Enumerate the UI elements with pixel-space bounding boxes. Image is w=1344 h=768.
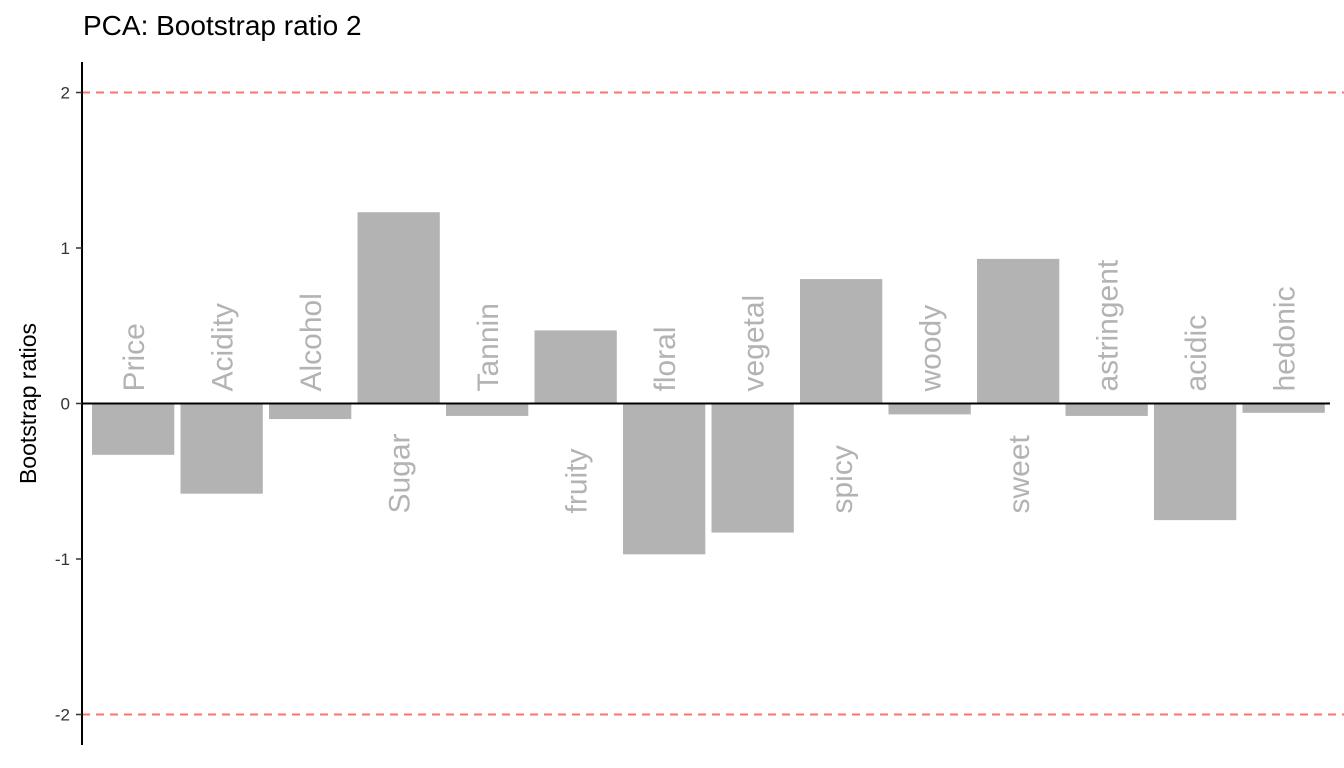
bar-floral (623, 403, 706, 555)
y-tick-label: 2 (61, 84, 70, 103)
bar-labels: Price Acidity Alcohol Sugar Tannin fruity flor… (118, 259, 1302, 513)
y-axis-ticks: -2 -1 0 1 2 (55, 84, 82, 725)
y-tick-label: 1 (61, 239, 70, 258)
y-tick-label: -1 (55, 550, 70, 569)
bar-vegetal (711, 403, 794, 533)
y-tick-label: -2 (55, 706, 70, 725)
bar-sugar (357, 212, 440, 404)
chart-title: PCA: Bootstrap ratio 2 (83, 10, 362, 41)
reference-lines (82, 91, 1344, 716)
bar-label-tannin: Tannin (472, 303, 505, 391)
bar-price (92, 403, 175, 455)
bars (92, 212, 1325, 555)
bar-tannin (446, 403, 529, 416)
bar-sweet (977, 258, 1060, 404)
y-axis-title: Bootstrap ratios (15, 323, 41, 484)
bar-acidic (1154, 403, 1237, 521)
bar-astringent (1065, 403, 1148, 416)
bar-woody (888, 403, 971, 415)
bar-alcohol (269, 403, 352, 420)
bar-hedonic (1242, 403, 1325, 413)
bar-label-sugar: Sugar (384, 433, 417, 513)
bar-label-woody: woody (915, 305, 948, 393)
bar-label-acidity: Acidity (207, 303, 240, 391)
bar-label-alcohol: Alcohol (295, 293, 328, 391)
bar-label-floral: floral (649, 326, 682, 391)
bar-label-hedonic: hedonic (1269, 286, 1302, 391)
bar-label-vegetal: vegetal (738, 295, 771, 392)
bar-fruity (534, 330, 617, 404)
bar-label-sweet: sweet (1003, 434, 1036, 513)
bar-label-price: Price (118, 323, 151, 391)
bar-label-fruity: fruity (561, 448, 594, 513)
bar-label-spicy: spicy (826, 445, 859, 513)
y-tick-label: 0 (61, 395, 70, 414)
bar-spicy (800, 279, 883, 404)
axes (81, 62, 1330, 745)
bar-acidity (180, 403, 263, 494)
bar-label-astringent: astringent (1092, 259, 1125, 391)
bar-label-acidic: acidic (1180, 315, 1213, 392)
